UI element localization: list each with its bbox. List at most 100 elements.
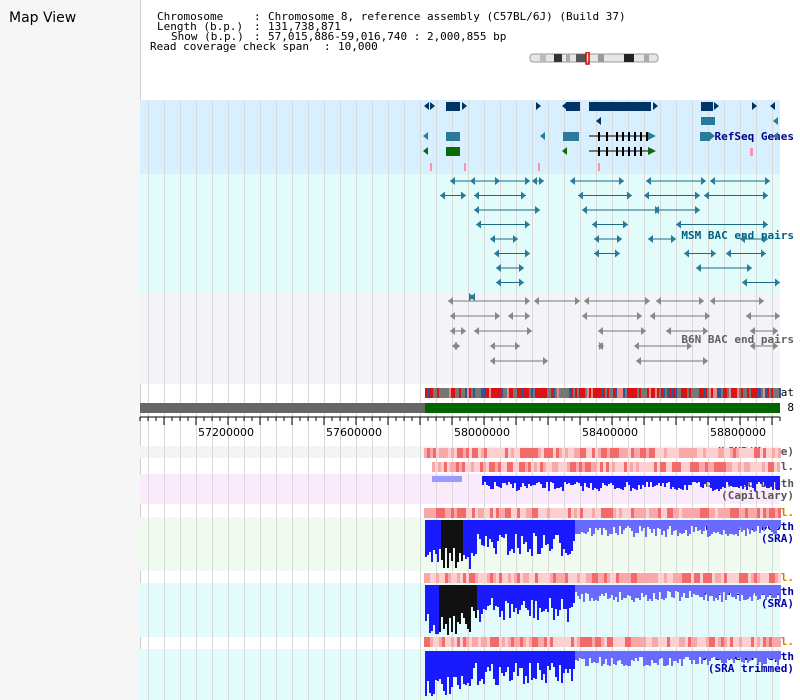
depth-bar xyxy=(568,476,570,483)
depth-bar xyxy=(649,585,651,599)
repeat-segment xyxy=(545,388,547,398)
depth-bar xyxy=(673,585,675,598)
depth-bar xyxy=(538,476,540,482)
repeat-segment xyxy=(585,388,587,398)
depth-bar xyxy=(443,651,445,691)
depth-bar xyxy=(625,651,627,665)
depth-bar xyxy=(535,585,537,601)
depth-bar xyxy=(655,651,657,663)
repeat-segment xyxy=(685,388,687,398)
depth-bar xyxy=(425,585,427,621)
polymorphism-cell xyxy=(529,573,532,583)
depth-bar xyxy=(609,585,611,598)
depth-bar xyxy=(526,476,528,488)
depth-bar xyxy=(637,651,639,661)
depth-bar xyxy=(541,651,543,680)
polymorphism-cell xyxy=(478,508,481,518)
track-label-refseq-genes[interactable]: RefSeq Genes xyxy=(714,130,794,143)
bac-end xyxy=(726,249,731,258)
repeat-segment xyxy=(713,388,715,398)
bac-end xyxy=(575,297,580,305)
grid-line xyxy=(404,100,405,700)
depth-bar xyxy=(475,585,477,618)
polymorphism-cell xyxy=(757,637,760,647)
grid-line xyxy=(420,100,421,700)
polymorphism-cell xyxy=(604,448,607,458)
depth-bar xyxy=(429,585,431,633)
polymorphism-cell xyxy=(664,637,667,647)
depth-bar xyxy=(717,651,719,659)
depth-bar xyxy=(630,476,632,491)
repeat-segment xyxy=(749,388,751,398)
polymorphism-cell xyxy=(727,637,730,647)
polymorphism-cell xyxy=(673,508,676,518)
strand-arrow xyxy=(648,132,656,140)
depth-bar xyxy=(727,520,729,536)
polymorphism-cell xyxy=(589,637,592,647)
polymorphism-cell xyxy=(579,462,582,472)
depth-bar xyxy=(533,651,535,678)
polymorphism-cell xyxy=(492,462,495,472)
polymorphism-cell xyxy=(481,573,484,583)
bac-end xyxy=(490,357,495,365)
repeat-segment xyxy=(659,388,661,398)
polymorphism-cell xyxy=(454,573,457,583)
depth-bar xyxy=(447,520,449,568)
depth-bar xyxy=(481,520,483,545)
exon xyxy=(640,147,642,156)
depth-bar xyxy=(500,476,502,488)
track-label-pane xyxy=(0,0,141,700)
polymorphism-cell xyxy=(531,462,534,472)
depth-bar xyxy=(622,476,624,490)
repeat-segment xyxy=(429,388,431,398)
depth-bar xyxy=(779,520,781,527)
depth-bar xyxy=(435,585,437,634)
polymorphism-cell xyxy=(553,637,556,647)
polymorphism-cell xyxy=(610,637,613,647)
polymorphism-cell xyxy=(432,462,435,472)
repeat-segment xyxy=(595,388,597,398)
polymorphism-cell xyxy=(718,448,721,458)
repeat-segment xyxy=(697,388,699,398)
bac-end xyxy=(742,278,747,287)
depth-bar xyxy=(515,651,517,663)
depth-bar xyxy=(690,476,692,485)
depth-bar xyxy=(679,520,681,533)
depth-bar xyxy=(745,585,747,600)
polymorphism-cell xyxy=(459,462,462,472)
repeat-segment xyxy=(505,388,507,398)
depth-bar xyxy=(611,585,613,595)
depth-bar xyxy=(617,520,619,535)
polymorphism-cell xyxy=(439,573,442,583)
depth-bar xyxy=(761,520,763,527)
polymorphism-cell xyxy=(493,448,496,458)
track-label-b6n-bac[interactable]: B6N BAC end pairs xyxy=(681,333,794,346)
polymorphism-cell xyxy=(763,573,766,583)
depth-bar xyxy=(683,585,685,593)
polymorphism-cell xyxy=(742,637,745,647)
repeat-segment xyxy=(651,388,653,398)
polymorphism-cell xyxy=(427,508,430,518)
polymorphism-cell xyxy=(546,462,549,472)
repeat-segment xyxy=(449,388,451,398)
bac-end xyxy=(525,177,530,185)
show-value: 57,015,886-59,016,740 : 2,000,855 bp xyxy=(268,30,507,43)
depth-bar xyxy=(493,651,495,679)
polymorphism-cell xyxy=(490,508,493,518)
polymorphism-cell xyxy=(520,448,523,458)
depth-bar xyxy=(465,520,467,559)
polymorphism-cell xyxy=(595,573,598,583)
depth-bar xyxy=(617,651,619,661)
chromosome-ideogram[interactable] xyxy=(528,52,662,66)
bac-end xyxy=(746,312,751,320)
polymorphism-cell xyxy=(751,508,754,518)
polymorphism-cell xyxy=(693,462,696,472)
polymorphism-cell xyxy=(577,637,580,647)
repeat-segment xyxy=(717,388,719,398)
polymorphism-cell xyxy=(601,508,604,518)
repeat-segment xyxy=(519,388,521,398)
depth-bar xyxy=(519,651,521,668)
depth-bar xyxy=(705,651,707,658)
polymorphism-cell xyxy=(544,448,547,458)
